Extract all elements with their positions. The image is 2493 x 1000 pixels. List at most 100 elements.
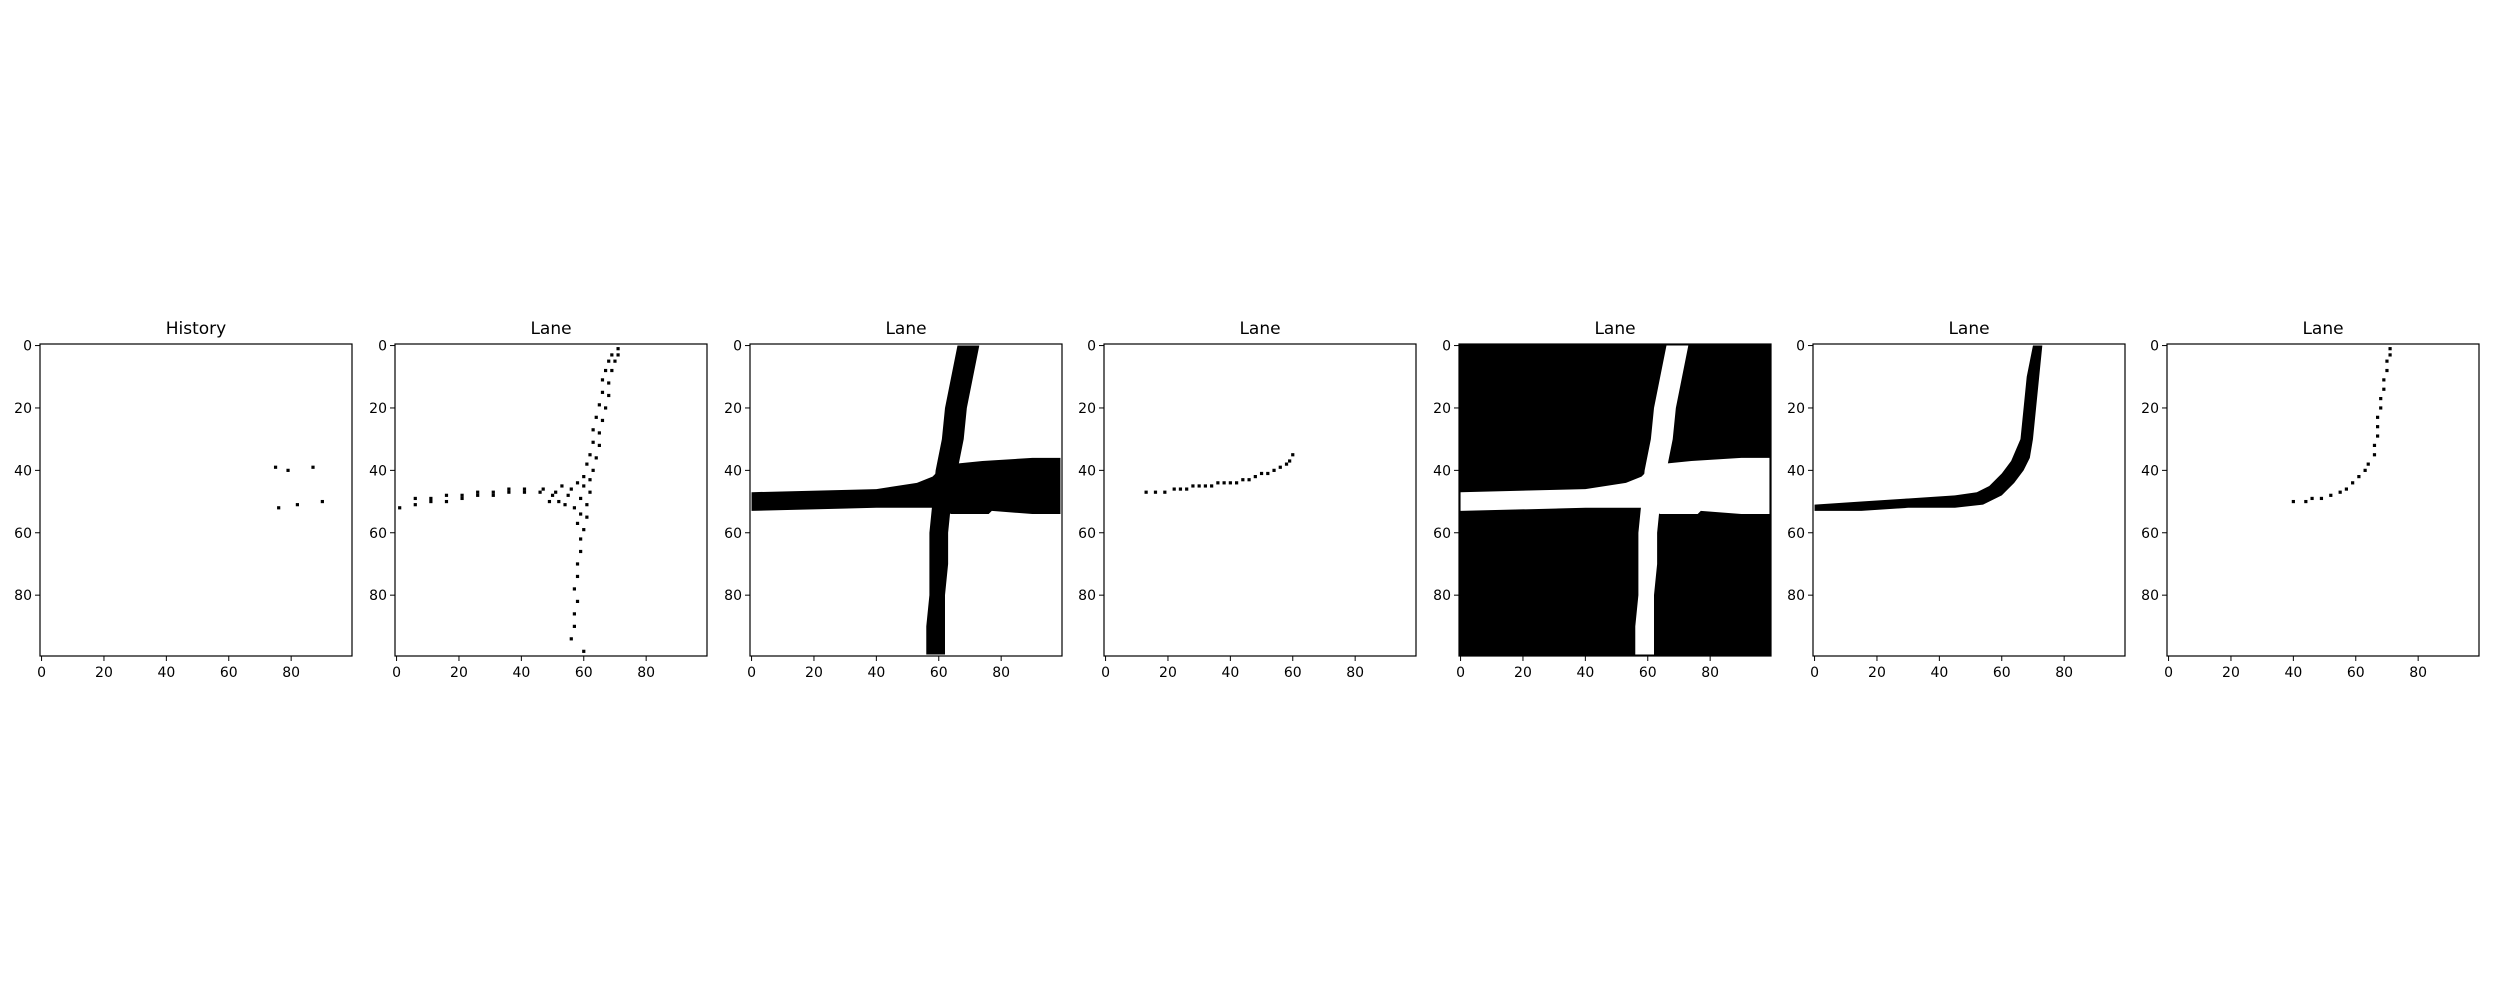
pixel-point bbox=[277, 506, 281, 510]
pixel-point bbox=[610, 353, 614, 357]
pixel-point bbox=[1216, 481, 1220, 485]
y-tick-label: 80 bbox=[1433, 588, 1451, 604]
pixel-point bbox=[2291, 499, 2295, 504]
y-tick-label: 20 bbox=[1787, 401, 1805, 417]
x-tick-label: 60 bbox=[575, 665, 593, 681]
pixel-point bbox=[320, 499, 324, 504]
pixel-point bbox=[575, 599, 580, 603]
pixel-point bbox=[572, 612, 576, 616]
pixel-point bbox=[610, 368, 614, 373]
panels-group: History 0 20 40 60 80 0 20 40 60 80 Lane 0 20 40 60 80 0 2… bbox=[14, 319, 2480, 681]
pixel-point bbox=[2388, 353, 2392, 357]
pixel-point bbox=[273, 465, 278, 469]
plot-background bbox=[1104, 344, 1416, 656]
pixel-point bbox=[1203, 484, 1207, 488]
y-tick-label: 60 bbox=[724, 526, 742, 542]
panel-2: Lane 0 20 40 60 80 0 20 40 60 80 bbox=[369, 319, 708, 681]
y-tick-label: 80 bbox=[1787, 588, 1805, 604]
pixel-point bbox=[1278, 465, 1282, 469]
pixel-point bbox=[2372, 453, 2377, 457]
x-tick-label: 40 bbox=[512, 665, 530, 681]
pixel-point bbox=[491, 493, 495, 497]
panel-title: Lane bbox=[1594, 319, 1635, 339]
pixel-point bbox=[507, 487, 511, 491]
x-tick-label: 80 bbox=[282, 665, 300, 681]
pixel-point bbox=[572, 624, 576, 628]
y-tick-label: 40 bbox=[1433, 463, 1451, 479]
y-tick-label: 80 bbox=[14, 588, 32, 604]
y-tick-label: 0 bbox=[1796, 339, 1805, 355]
pixel-point bbox=[460, 493, 464, 497]
plot-marks bbox=[1144, 453, 1295, 494]
x-tick-label: 0 bbox=[392, 665, 401, 681]
pixel-point bbox=[607, 381, 611, 385]
plot-marks bbox=[1460, 345, 1770, 655]
panel-title: Lane bbox=[2302, 319, 2343, 339]
pixel-point bbox=[413, 496, 417, 501]
y-tick-label: 20 bbox=[724, 401, 742, 417]
pixel-point bbox=[491, 490, 495, 494]
pixel-point bbox=[2366, 462, 2370, 466]
pixel-point bbox=[2363, 468, 2367, 472]
x-tick-label: 20 bbox=[95, 665, 113, 681]
panel-5: Lane 0 20 40 60 80 0 20 40 60 80 bbox=[1433, 319, 1772, 681]
pixel-point bbox=[429, 496, 433, 501]
y-tick-label: 0 bbox=[23, 339, 32, 355]
x-tick-label: 80 bbox=[2055, 665, 2073, 681]
y-tick-label: 60 bbox=[369, 526, 387, 542]
pixel-point bbox=[588, 478, 592, 482]
pixel-point bbox=[616, 347, 620, 351]
pixel-point bbox=[2379, 397, 2383, 401]
pixel-point bbox=[522, 490, 527, 494]
pixel-point bbox=[582, 528, 586, 532]
pixel-point bbox=[604, 368, 608, 373]
axes-frame bbox=[39, 343, 353, 657]
pixel-point bbox=[2304, 499, 2308, 504]
pixel-point bbox=[560, 484, 564, 488]
pixel-point bbox=[585, 515, 589, 519]
pixel-point bbox=[1259, 471, 1264, 476]
axes-frame bbox=[1458, 343, 1772, 657]
y-tick-label: 80 bbox=[2141, 588, 2159, 604]
x-tick-label: 80 bbox=[1346, 665, 1364, 681]
pixel-point bbox=[616, 353, 620, 357]
y-tick-label: 60 bbox=[14, 526, 32, 542]
pixel-point bbox=[2382, 378, 2386, 382]
y-tick-label: 0 bbox=[378, 339, 387, 355]
pixel-point bbox=[569, 637, 573, 641]
y-tick-label: 20 bbox=[2141, 401, 2159, 417]
plot-background bbox=[40, 344, 352, 656]
pixel-point bbox=[594, 456, 598, 460]
pixel-point bbox=[1172, 487, 1176, 491]
y-tick-label: 60 bbox=[1078, 526, 1096, 542]
pixel-point bbox=[575, 574, 580, 579]
pixel-point bbox=[575, 481, 580, 485]
pixel-point bbox=[507, 490, 511, 494]
pixel-point bbox=[547, 499, 552, 504]
lane-region-1 bbox=[1635, 345, 1689, 655]
pixel-point bbox=[444, 499, 449, 504]
y-tick-label: 0 bbox=[1087, 339, 1096, 355]
y-tick-label: 40 bbox=[724, 463, 742, 479]
pixel-point bbox=[597, 403, 601, 407]
x-tick-label: 40 bbox=[2284, 665, 2302, 681]
pixel-point bbox=[600, 378, 605, 382]
pixel-point bbox=[1247, 478, 1251, 482]
pixel-point bbox=[585, 503, 589, 507]
pixel-point bbox=[2357, 475, 2361, 479]
pixel-point bbox=[597, 443, 601, 447]
pixel-point bbox=[2385, 368, 2389, 373]
pixel-point bbox=[1185, 487, 1189, 491]
plot-marks bbox=[2291, 347, 2392, 504]
x-tick-label: 60 bbox=[2347, 665, 2365, 681]
x-tick-label: 60 bbox=[1993, 665, 2011, 681]
pixel-point bbox=[413, 503, 417, 507]
pixel-point bbox=[575, 562, 580, 566]
pixel-point bbox=[591, 468, 595, 472]
y-tick-label: 40 bbox=[1787, 463, 1805, 479]
pixel-point bbox=[429, 499, 433, 504]
pixel-point bbox=[582, 649, 586, 653]
x-tick-label: 40 bbox=[1930, 665, 1948, 681]
pixel-point bbox=[2388, 347, 2392, 351]
